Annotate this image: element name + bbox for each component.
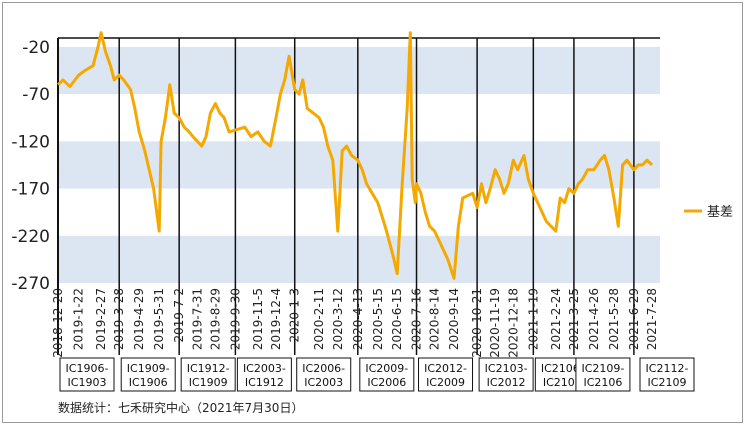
contract-box xyxy=(180,357,236,392)
contract-label: IC2109- xyxy=(581,362,624,375)
x-tick-label: 2020-7-16 xyxy=(410,288,424,350)
contract-label: IC2112- xyxy=(646,362,689,375)
x-tick-label: 2021-4-26 xyxy=(587,288,601,350)
x-tick-label: 2021-6-29 xyxy=(627,288,641,350)
contract-label: IC1909- xyxy=(127,362,170,375)
contract-box xyxy=(296,357,352,392)
y-tick-label: -170 xyxy=(11,180,50,200)
y-tick-label: -20 xyxy=(22,38,50,58)
contract-label: IC2012 xyxy=(487,376,526,389)
contract-box xyxy=(639,357,695,392)
contract-label: IC2109 xyxy=(648,376,687,389)
contract-label: IC2003- xyxy=(243,362,286,375)
x-tick-label: 2020-2-11 xyxy=(312,288,326,350)
x-tick-label: 2019-9-30 xyxy=(228,288,242,350)
x-tick-label: 2019-7-2 xyxy=(172,288,186,342)
contract-box xyxy=(575,357,631,392)
x-tick-label: 2019-7-31 xyxy=(190,288,204,350)
contract-box xyxy=(478,357,534,392)
contract-label: IC2006- xyxy=(302,362,345,375)
contract-label: IC2003 xyxy=(304,376,343,389)
contract-box xyxy=(359,357,415,392)
grid-band xyxy=(58,235,660,283)
x-tick-label: 2019-8-29 xyxy=(208,288,222,350)
x-tick-label: 2020-1-3 xyxy=(288,288,302,342)
x-tick-label: 2020-6-15 xyxy=(390,288,404,350)
contract-box xyxy=(120,357,176,392)
chart-frame xyxy=(2,2,743,423)
contract-label: IC2106- xyxy=(541,362,584,375)
x-tick-label: 2020-8-14 xyxy=(428,288,442,350)
contract-label: IC1912 xyxy=(245,376,284,389)
x-tick-label: 2021-1-19 xyxy=(526,288,540,350)
x-tick-label: 2020-10-21 xyxy=(470,288,484,358)
x-tick-label: 2021-5-28 xyxy=(607,288,621,350)
x-tick-label: 2019-11-5 xyxy=(251,288,265,350)
source-note: 数据统计：七禾研究中心（2021年7月30日） xyxy=(58,401,304,415)
y-tick-label: -70 xyxy=(22,85,50,105)
x-tick-label: 2019-5-31 xyxy=(152,288,166,350)
contract-label: IC2006 xyxy=(367,376,406,389)
x-tick-label: 2020-12-18 xyxy=(506,288,520,358)
x-tick-label: 2020-5-15 xyxy=(371,288,385,350)
contract-label: IC2009 xyxy=(426,376,465,389)
x-tick-label: 2021-7-28 xyxy=(645,288,659,350)
contract-label: IC1909 xyxy=(189,376,228,389)
contract-label: IC2103- xyxy=(485,362,528,375)
contract-box xyxy=(236,357,292,392)
contract-label: IC1903 xyxy=(68,376,107,389)
y-tick-label: -270 xyxy=(11,274,50,294)
x-tick-label: 2019-1-22 xyxy=(72,288,86,350)
x-tick-label: 2019-3-28 xyxy=(112,288,126,350)
contract-box xyxy=(418,357,474,392)
contract-label: IC2103 xyxy=(543,376,582,389)
y-tick-label: -220 xyxy=(11,227,50,247)
contract-label: IC1906 xyxy=(129,376,168,389)
contract-label: IC1906- xyxy=(66,362,109,375)
x-tick-label: 2019-12-4 xyxy=(269,288,283,350)
grid-band xyxy=(58,46,660,95)
x-tick-label: 2018-12-20 xyxy=(51,288,65,358)
x-tick-label: 2021-2-24 xyxy=(549,288,563,350)
x-tick-label: 2020-11-19 xyxy=(488,288,502,358)
contract-label: IC1912- xyxy=(187,362,230,375)
x-tick-label: 2020-4-13 xyxy=(351,288,365,350)
x-tick-label: 2021-3-25 xyxy=(567,288,581,350)
contract-label: IC2106 xyxy=(583,376,622,389)
x-tick-label: 2020-3-12 xyxy=(331,288,345,350)
contract-label: IC2012- xyxy=(424,362,467,375)
contract-label: IC2009- xyxy=(365,362,408,375)
y-tick-label: -120 xyxy=(11,132,50,152)
contract-box xyxy=(59,357,115,392)
series-line-basis xyxy=(56,31,654,280)
x-tick-label: 2020-9-14 xyxy=(447,288,461,350)
x-tick-label: 2019-2-27 xyxy=(94,288,108,350)
x-tick-label: 2019-4-29 xyxy=(132,288,146,350)
legend-label: 基差 xyxy=(707,205,733,220)
